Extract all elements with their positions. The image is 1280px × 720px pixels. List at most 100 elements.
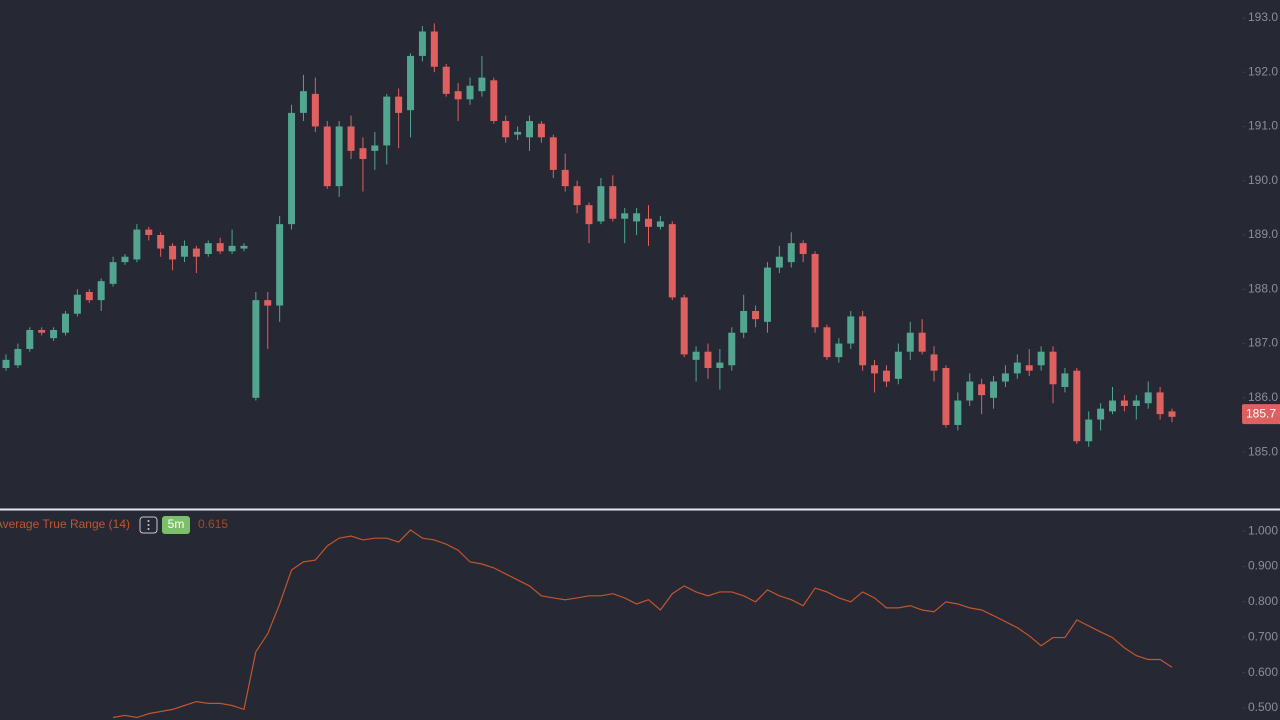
candle-body [835, 343, 843, 358]
dot [147, 524, 150, 526]
candle-body [442, 66, 450, 94]
candle-body [169, 245, 177, 260]
candle-body [335, 126, 343, 187]
candle-body [990, 381, 998, 398]
candle-body [359, 148, 367, 160]
indicator-value: 0.615 [198, 517, 228, 531]
candle-body [692, 351, 700, 360]
candle-body [276, 224, 284, 306]
y-tick-label: 0.700 [1248, 629, 1278, 643]
candle-body [954, 400, 962, 425]
candle-body [740, 310, 748, 333]
candle-body [609, 186, 617, 219]
candle-body [85, 291, 93, 301]
candle-body [728, 332, 736, 366]
candle-body [787, 243, 795, 263]
candle-body [775, 256, 783, 268]
candle-body [942, 367, 950, 425]
candle-body [133, 229, 141, 260]
candle-body [882, 370, 890, 382]
candle-body [1013, 362, 1021, 374]
y-tick-label: 0.800 [1248, 594, 1278, 608]
candle-body [228, 245, 236, 252]
candle-body [1109, 400, 1117, 412]
candle-body [573, 186, 581, 206]
candle-body [621, 213, 629, 219]
indicator-title: Average True Range (14) [0, 517, 130, 531]
candle-body [966, 381, 974, 401]
candle-body [906, 332, 914, 352]
candle-body [490, 80, 498, 122]
candle-body [811, 254, 819, 328]
candle-body [454, 91, 462, 100]
candle-body [549, 137, 557, 170]
candle-body [514, 131, 522, 135]
y-tick-label: 185.0 [1248, 444, 1278, 458]
candle-body [347, 126, 355, 151]
candle-body [1144, 392, 1152, 404]
candle-body [466, 85, 474, 100]
candle-body [192, 248, 200, 257]
candle-body [1085, 419, 1093, 442]
candle-body [502, 121, 510, 138]
candle-body [704, 351, 712, 368]
y-tick-label: 189.0 [1248, 227, 1278, 241]
price-pane [2, 23, 1176, 447]
dot [147, 520, 150, 522]
y-tick-label: 1.000 [1248, 523, 1278, 537]
candle-body [644, 218, 652, 227]
candle-body [1001, 373, 1009, 382]
candle-body [537, 123, 545, 138]
settings-icon[interactable] [139, 516, 158, 534]
candle-body [2, 359, 10, 368]
candle-body [1025, 365, 1033, 371]
candle-body [680, 297, 688, 355]
interval-badge [162, 516, 190, 534]
candle-body [240, 245, 248, 249]
y-tick-label: 186.0 [1248, 390, 1278, 404]
candle-body [1120, 400, 1128, 406]
candle-body [252, 300, 260, 398]
candle-body [121, 256, 129, 263]
candle-body [823, 327, 831, 358]
atr-line [112, 529, 1173, 719]
candle-body [418, 31, 426, 56]
candle-body [180, 245, 188, 257]
candle-body [859, 316, 867, 366]
candle-body [204, 243, 212, 254]
candle-body [61, 313, 69, 333]
candle-body [871, 365, 879, 374]
candle-body [597, 186, 605, 222]
candle-body [50, 329, 58, 339]
y-tick-label: 188.0 [1248, 281, 1278, 295]
candle-body [26, 329, 34, 349]
candle-body [395, 96, 403, 113]
candle-body [1049, 351, 1057, 385]
candle-body [847, 316, 855, 344]
candle-body [73, 294, 81, 314]
candle-body [1073, 370, 1081, 442]
candle-body [1132, 400, 1140, 406]
candle-body [716, 362, 724, 368]
y-tick-label: 187.0 [1248, 336, 1278, 350]
y-tick-label: 0.600 [1248, 665, 1278, 679]
candle-body [38, 329, 46, 333]
candle-body [1168, 411, 1176, 417]
candle-body [561, 169, 569, 187]
y-tick-label: 193.0 [1248, 10, 1278, 24]
candle-body [264, 300, 272, 306]
y-tick-label: 0.900 [1248, 559, 1278, 573]
candle-body [763, 267, 771, 322]
candle-body [978, 384, 986, 396]
candle-body [1061, 373, 1069, 387]
candle-body [157, 235, 165, 249]
candle-body [894, 351, 902, 379]
interval-label: 5m [168, 517, 185, 531]
candle-body [14, 348, 22, 366]
indicator-pane [112, 529, 1173, 719]
candle-body [633, 213, 641, 222]
y-tick-label: 192.0 [1248, 64, 1278, 78]
